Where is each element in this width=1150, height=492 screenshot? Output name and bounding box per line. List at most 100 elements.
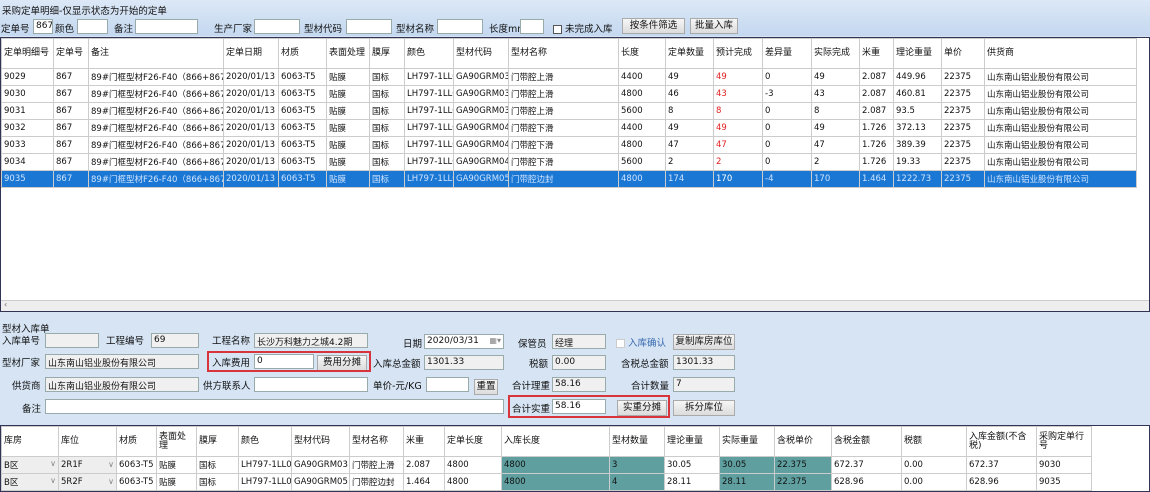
column-header[interactable]: 库位 xyxy=(58,426,117,457)
table-cell[interactable]: 47 xyxy=(713,136,763,154)
copy-location-button[interactable]: 复制库房库位 xyxy=(673,334,735,350)
table-cell[interactable]: 门带腔下滑 xyxy=(508,119,619,137)
table-cell[interactable]: 国标 xyxy=(369,136,405,154)
table-cell[interactable]: 22.375 xyxy=(774,473,832,491)
table-cell[interactable]: 2.087 xyxy=(859,85,894,103)
table-cell[interactable]: 6063-T5 xyxy=(278,119,327,137)
table-cell[interactable]: 22375 xyxy=(941,85,985,103)
table-cell[interactable]: 0.00 xyxy=(901,456,967,474)
table-cell[interactable]: 2020/01/13 xyxy=(223,102,279,120)
table-cell[interactable]: 89#门框型材F26-F40（866+867） xyxy=(88,68,224,86)
table-cell[interactable]: LH797-1LL0 xyxy=(404,68,454,86)
column-header[interactable]: 定单明细号 xyxy=(1,38,54,69)
table-cell[interactable]: 门带腔上滑 xyxy=(349,456,404,474)
table-cell[interactable]: 门带腔上滑 xyxy=(508,102,619,120)
table-cell[interactable]: GA90GRM04 xyxy=(453,119,509,137)
table-cell[interactable]: 372.13 xyxy=(893,119,942,137)
table-cell[interactable]: 贴膜 xyxy=(156,456,197,474)
split-location-button[interactable]: 拆分库位 xyxy=(673,400,735,416)
column-header[interactable]: 型材名称 xyxy=(349,426,404,457)
order-no-input[interactable]: 867 xyxy=(33,19,53,34)
table-cell[interactable]: 2.087 xyxy=(859,68,894,86)
table-cell[interactable]: 山东南山铝业股份有限公司 xyxy=(984,68,1137,86)
column-header[interactable]: 入库长度 xyxy=(501,426,610,457)
column-header[interactable]: 理论重量 xyxy=(893,38,942,69)
table-cell[interactable]: LH797-1LL0 xyxy=(404,153,454,171)
table-cell[interactable]: 43 xyxy=(713,85,763,103)
table-cell[interactable]: 9029 xyxy=(1,68,54,86)
tax-input[interactable]: 0.00 xyxy=(552,355,606,370)
table-cell[interactable]: 389.39 xyxy=(893,136,942,154)
table-cell[interactable]: LH797-1LL0 xyxy=(238,473,292,491)
table-cell[interactable]: 6063-T5 xyxy=(278,136,327,154)
table-cell[interactable]: 19.33 xyxy=(893,153,942,171)
table-cell[interactable]: 47 xyxy=(811,136,860,154)
table-cell[interactable]: 4800 xyxy=(618,85,666,103)
table-cell[interactable]: LH797-1LL0 xyxy=(404,102,454,120)
column-header[interactable]: 采购定单行号 xyxy=(1036,426,1092,457)
column-header[interactable]: 材质 xyxy=(278,38,327,69)
column-header[interactable]: 膜厚 xyxy=(369,38,405,69)
table-cell[interactable]: GA90GRM03 xyxy=(453,102,509,120)
column-header[interactable]: 米重 xyxy=(859,38,894,69)
column-header[interactable]: 税额 xyxy=(901,426,967,457)
column-header[interactable]: 含税单价 xyxy=(774,426,832,457)
table-cell[interactable]: 628.96 xyxy=(831,473,902,491)
column-header[interactable]: 表面处理 xyxy=(156,426,197,457)
table-cell[interactable]: 28.11 xyxy=(664,473,720,491)
table-cell[interactable]: 28.11 xyxy=(719,473,775,491)
table-cell[interactable]: 89#门框型材F26-F40（866+867） xyxy=(88,119,224,137)
table-cell[interactable]: 1.726 xyxy=(859,119,894,137)
table-cell[interactable]: GA90GRM03 xyxy=(453,68,509,86)
table-cell[interactable]: B区 ∨ xyxy=(1,473,59,491)
unit-price-input[interactable] xyxy=(426,377,469,392)
calendar-dropdown-icon[interactable]: ▦▾ xyxy=(489,336,501,345)
table-cell[interactable]: 2020/01/13 xyxy=(223,68,279,86)
table-cell[interactable]: 0 xyxy=(762,119,812,137)
table-cell[interactable]: 国标 xyxy=(369,119,405,137)
table-cell[interactable]: 6063-T5 xyxy=(278,85,327,103)
table-cell[interactable]: 89#门框型材F26-F40（866+867） xyxy=(88,153,224,171)
fee-input[interactable]: 0 xyxy=(254,354,314,369)
table-cell[interactable]: 0 xyxy=(762,153,812,171)
column-header[interactable]: 预计完成 xyxy=(713,38,763,69)
table-cell[interactable]: 867 xyxy=(53,85,89,103)
dropdown-chevron-icon[interactable]: ∨ xyxy=(50,459,56,468)
table-cell[interactable]: 4800 xyxy=(444,456,502,474)
table-cell[interactable]: 贴膜 xyxy=(326,136,370,154)
receipt-no-input[interactable] xyxy=(45,333,99,348)
column-header[interactable]: 备注 xyxy=(88,38,224,69)
table-cell[interactable]: 672.37 xyxy=(966,456,1037,474)
table-cell[interactable]: -3 xyxy=(762,85,812,103)
filter-button[interactable]: 按条件筛选 xyxy=(622,18,685,34)
table-cell[interactable]: 1.726 xyxy=(859,136,894,154)
table-cell[interactable]: GA90GRM03 xyxy=(453,85,509,103)
name-input[interactable] xyxy=(437,19,483,34)
confirm-checkbox[interactable]: 入库确认 xyxy=(616,335,666,349)
checkbox-icon[interactable] xyxy=(616,339,625,348)
table-row[interactable]: 9033 867 89#门框型材F26-F40（866+867） 2020/01/13… xyxy=(1,136,1149,154)
table-cell[interactable]: 9035 xyxy=(1036,473,1092,491)
table-cell[interactable]: 174 xyxy=(665,170,714,188)
remark-input[interactable] xyxy=(135,19,198,34)
total-input[interactable]: 1301.33 xyxy=(424,355,504,370)
table-cell[interactable]: 22375 xyxy=(941,119,985,137)
column-header[interactable]: 型材代码 xyxy=(291,426,350,457)
table-cell[interactable]: 460.81 xyxy=(893,85,942,103)
date-picker[interactable]: 2020/03/31 ▦▾ xyxy=(424,334,504,349)
table-cell[interactable]: 4800 xyxy=(501,456,610,474)
incomplete-checkbox[interactable]: 未完成入库 xyxy=(553,21,613,35)
table-cell[interactable]: 0 xyxy=(762,136,812,154)
table-cell[interactable]: 2.087 xyxy=(403,456,445,474)
table-cell[interactable]: 9034 xyxy=(1,153,54,171)
table-cell[interactable]: LH797-1LL0 xyxy=(238,456,292,474)
table-cell[interactable]: 国标 xyxy=(196,456,239,474)
table-cell[interactable]: 8 xyxy=(811,102,860,120)
table-cell[interactable]: 5R2F ∨ xyxy=(58,473,117,491)
table-cell[interactable]: 89#门框型材F26-F40（866+867） xyxy=(88,85,224,103)
table-cell[interactable]: 2.087 xyxy=(859,102,894,120)
table-cell[interactable]: 2 xyxy=(713,153,763,171)
table-cell[interactable]: 9035 xyxy=(1,170,54,188)
table-cell[interactable]: 6063-T5 xyxy=(116,456,157,474)
table-cell[interactable]: 贴膜 xyxy=(326,153,370,171)
